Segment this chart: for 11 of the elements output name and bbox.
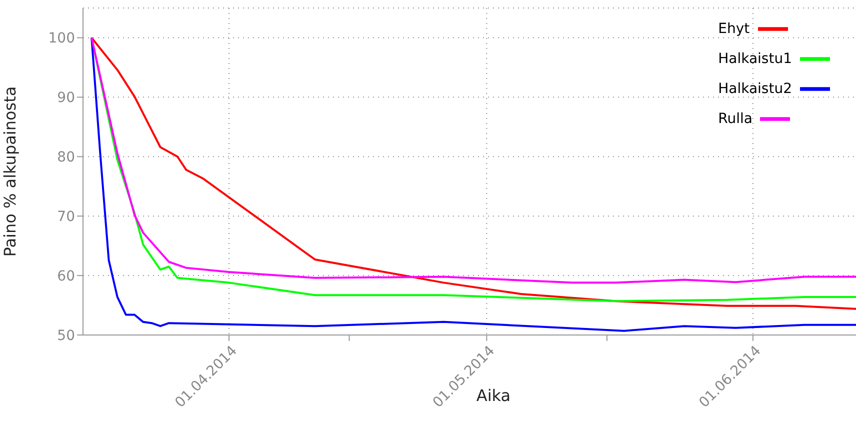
legend-label: Ehyt [718, 20, 750, 37]
y-tick-label: 60 [57, 268, 75, 285]
y-tick-label: 50 [57, 328, 75, 344]
y-tick-label: 70 [57, 209, 75, 226]
legend-label: Halkaistu1 [718, 50, 792, 67]
legend-label: Halkaistu2 [718, 80, 792, 97]
legend-label: Rulla [718, 110, 752, 127]
y-tick-label: 100 [48, 30, 75, 47]
y-axis-title: Paino % alkupainosta [0, 86, 20, 257]
y-tick-label: 80 [57, 150, 75, 166]
y-tick-label: 90 [57, 90, 75, 106]
